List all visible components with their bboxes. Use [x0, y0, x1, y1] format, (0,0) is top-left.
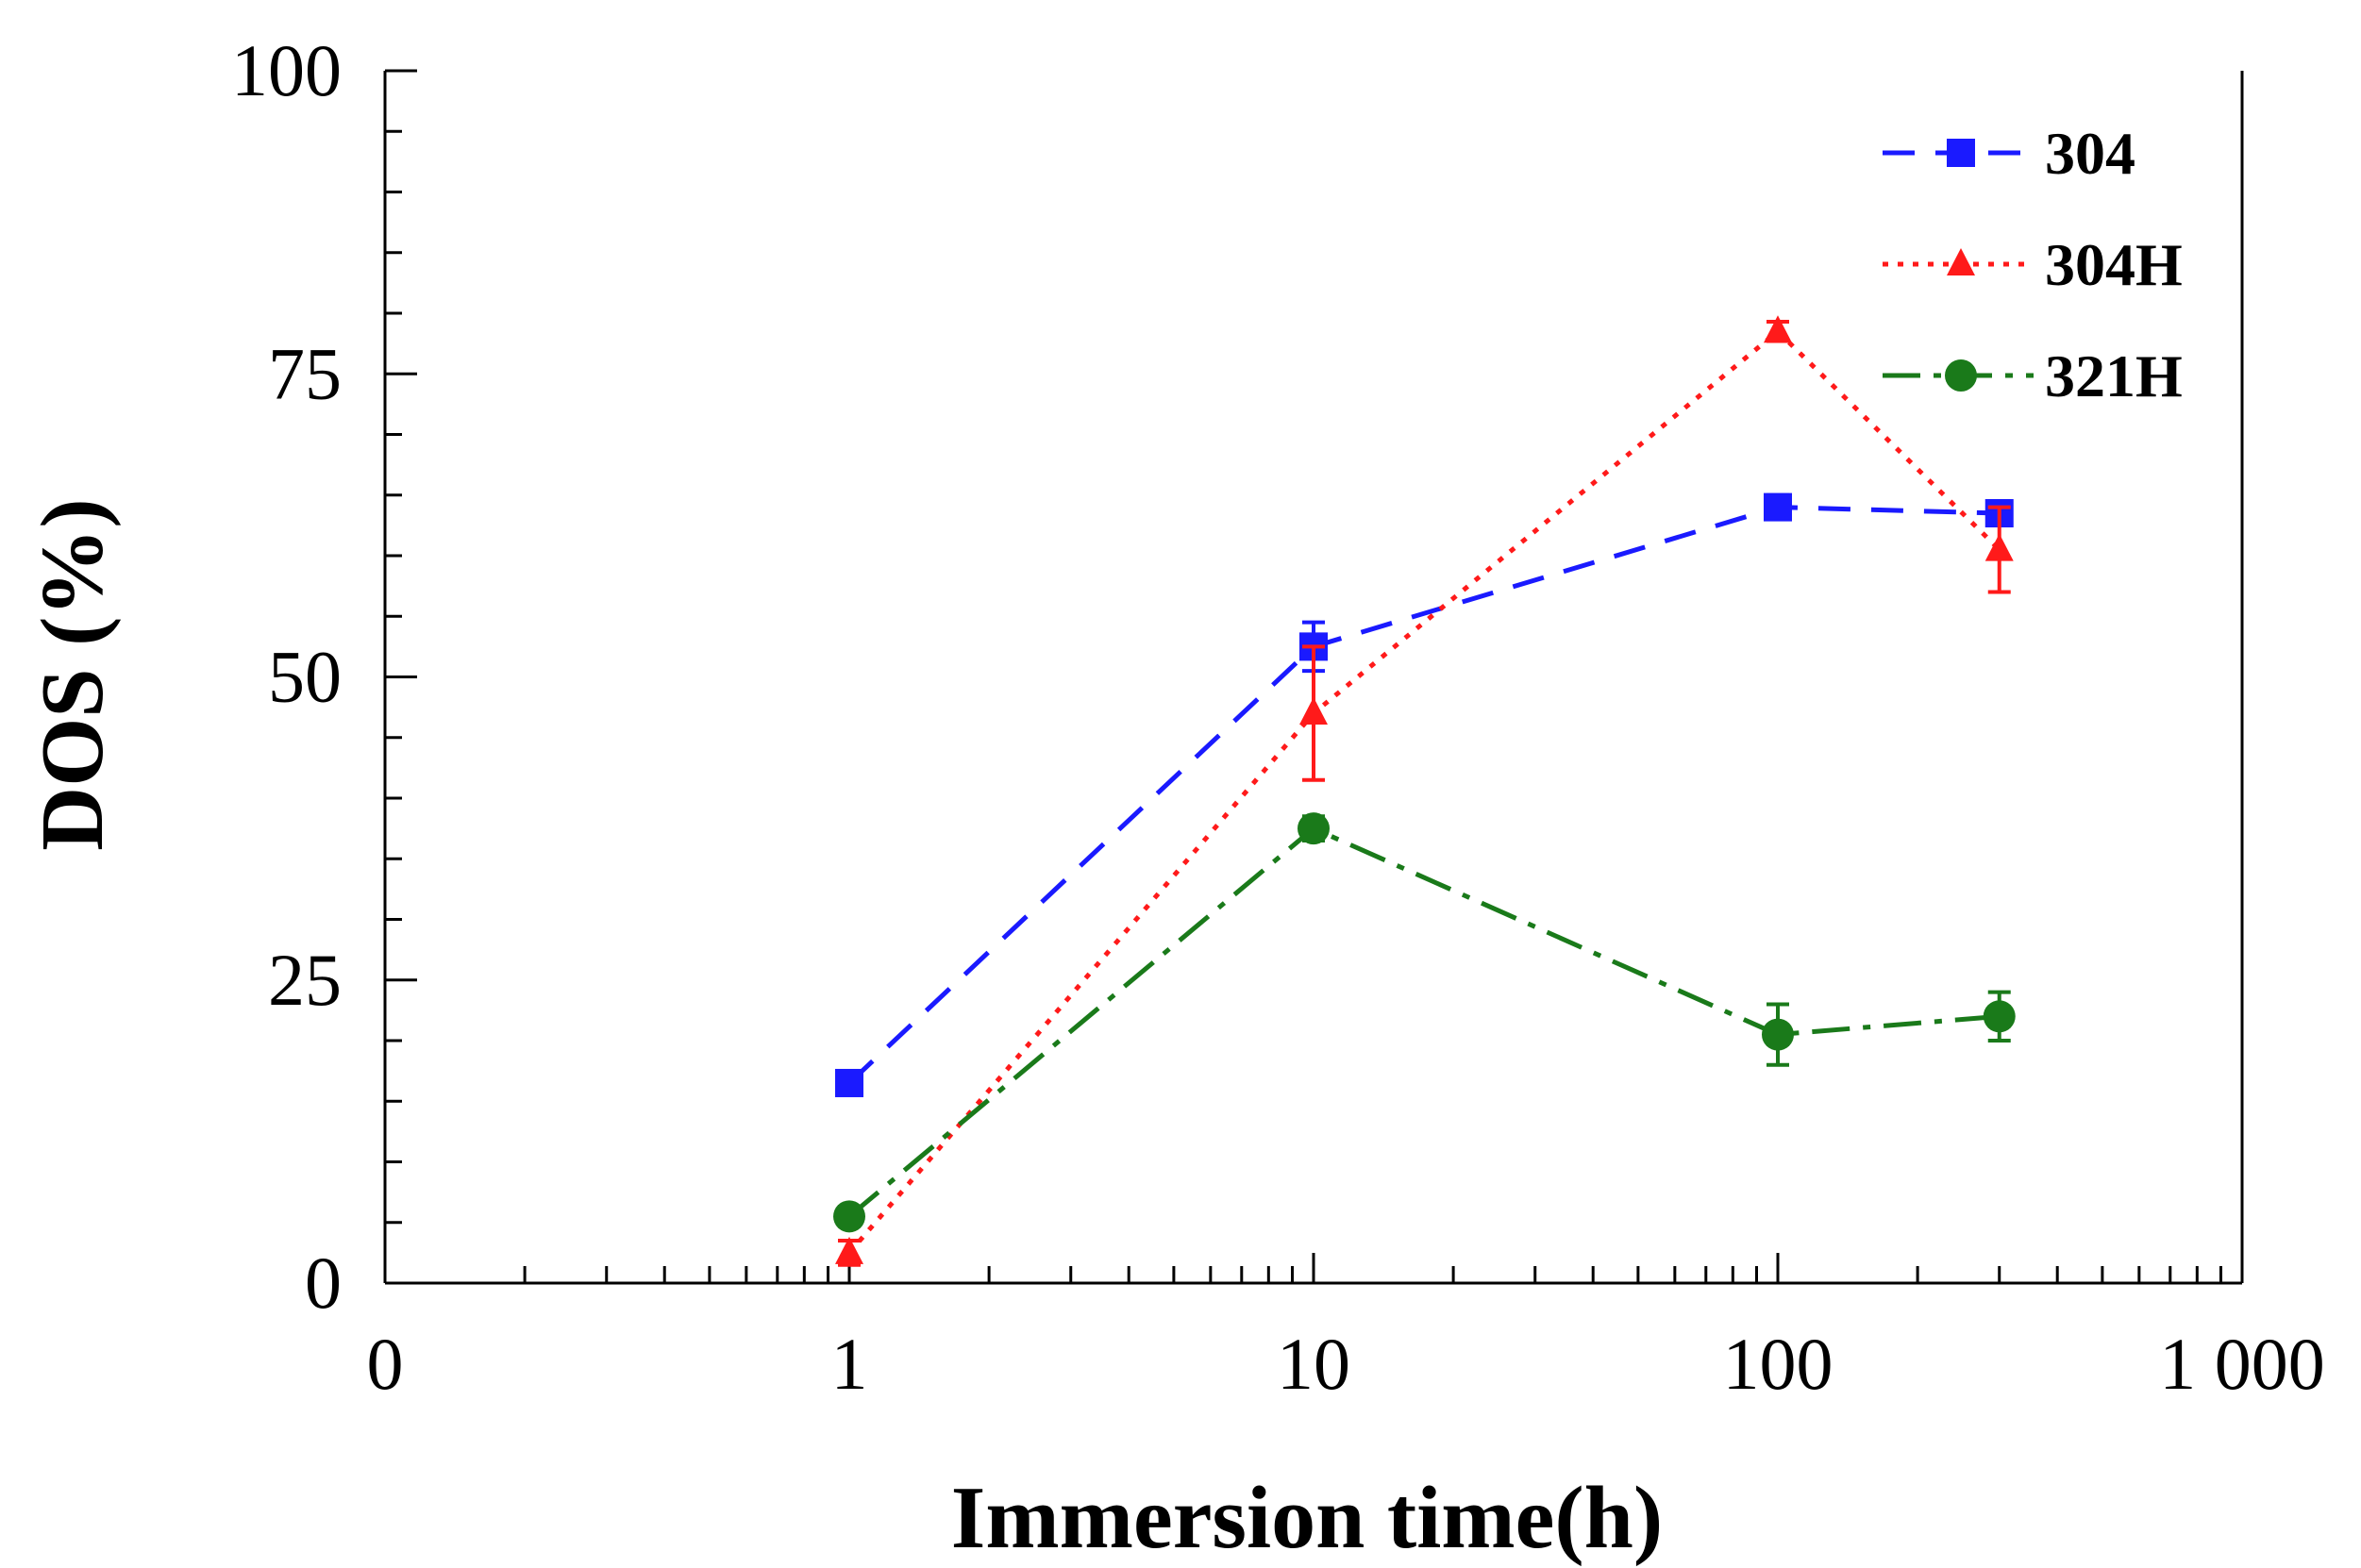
axis-tick-labels: 0 25 50 75 100 0 1 10 100 1 000 [231, 29, 2325, 1405]
series-321h-circle-marker [1983, 1000, 2016, 1033]
series-321h-circle-marker [1298, 812, 1330, 845]
series-321h-circle-marker [833, 1200, 865, 1233]
x-tick-label: 1 [831, 1323, 868, 1405]
series-304h-triangle-marker [835, 1236, 863, 1264]
y-tick-label: 100 [231, 29, 342, 111]
series-304h-triangle-marker [1299, 697, 1328, 726]
legend-304h: 304H [1883, 231, 2183, 298]
series-304h [835, 315, 2014, 1267]
series-304-square-marker [1764, 492, 1792, 522]
legend-304h-triangle-marker [1947, 248, 1975, 275]
legend-321h-label: 321H [2045, 342, 2183, 409]
series-304h-line [847, 327, 2001, 1255]
legend: 304 304H 321H [1883, 120, 2183, 409]
legend-321h: 321H [1883, 342, 2183, 409]
x-tick-label: 0 [367, 1323, 404, 1405]
legend-304-square-marker [1947, 139, 1975, 167]
x-tick-label: 1 000 [2159, 1323, 2325, 1405]
series-304-line [847, 505, 2000, 1085]
legend-304h-label: 304H [2045, 231, 2183, 298]
y-tick-label: 25 [268, 939, 342, 1021]
y-tick-label: 75 [268, 332, 342, 414]
y-tick-label: 0 [305, 1242, 342, 1324]
y-axis-title: DOS (%) [24, 498, 122, 850]
series-304-square-marker [835, 1068, 863, 1097]
data-series [833, 315, 2016, 1267]
legend-321h-circle-marker [1945, 359, 1977, 392]
series-321h-circle-marker [1762, 1018, 1794, 1051]
legend-304: 304 [1883, 120, 2135, 187]
axis-ticks [383, 69, 2244, 1285]
series-321h [833, 812, 2016, 1233]
series-304h-triangle-marker [1764, 315, 1792, 343]
legend-304-label: 304 [2045, 120, 2135, 187]
x-tick-label: 10 [1277, 1323, 1350, 1405]
x-axis-title: Immersion time(h) [951, 1469, 1663, 1567]
y-tick-label: 50 [268, 636, 342, 718]
x-tick-label: 100 [1723, 1323, 1834, 1405]
series-304h-triangle-marker [1984, 533, 2014, 561]
series-321h-line [847, 826, 2000, 1219]
